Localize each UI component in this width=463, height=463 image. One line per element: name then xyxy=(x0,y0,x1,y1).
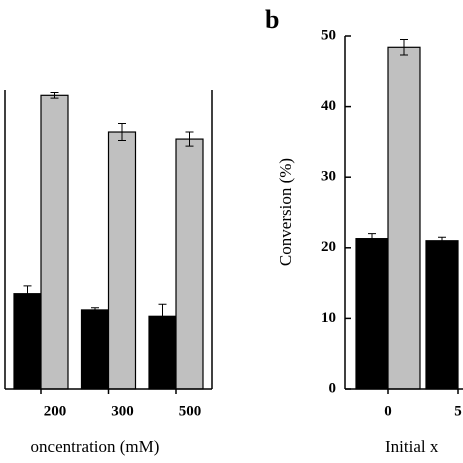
error-bar xyxy=(91,307,99,313)
y-tick-label: 10 xyxy=(321,310,336,326)
y-tick-label: 50 xyxy=(321,27,336,43)
x-axis-label: oncentration (mM) xyxy=(31,437,160,456)
y-tick-label: 20 xyxy=(321,239,336,255)
error-bar xyxy=(118,123,126,141)
error-bar xyxy=(50,91,59,99)
x-tick-label: 300 xyxy=(111,403,134,419)
y-tick-label: 40 xyxy=(321,98,336,114)
y-tick-label: 0 xyxy=(329,380,337,396)
y-axis-label: Conversion (%) xyxy=(276,158,295,266)
x-tick-label: 5 xyxy=(454,403,462,419)
bar xyxy=(175,138,204,390)
error-bar xyxy=(400,39,408,56)
error-bar xyxy=(23,285,32,302)
bar xyxy=(40,94,69,390)
y-tick-label: 30 xyxy=(321,169,336,185)
error-bar xyxy=(158,303,167,329)
error-bar xyxy=(368,233,376,245)
bar xyxy=(387,46,421,390)
bar xyxy=(107,131,137,390)
error-bar xyxy=(438,236,446,245)
x-tick-label: 500 xyxy=(179,403,202,419)
bar xyxy=(80,309,110,390)
x-tick-label: 0 xyxy=(384,403,392,419)
bar xyxy=(425,240,459,390)
error-bar xyxy=(185,131,194,147)
x-axis-label: Initial x xyxy=(385,437,439,456)
x-tick-label: 200 xyxy=(44,403,67,419)
bar xyxy=(355,238,389,390)
panel-label: b xyxy=(265,5,279,34)
bar xyxy=(13,293,42,390)
